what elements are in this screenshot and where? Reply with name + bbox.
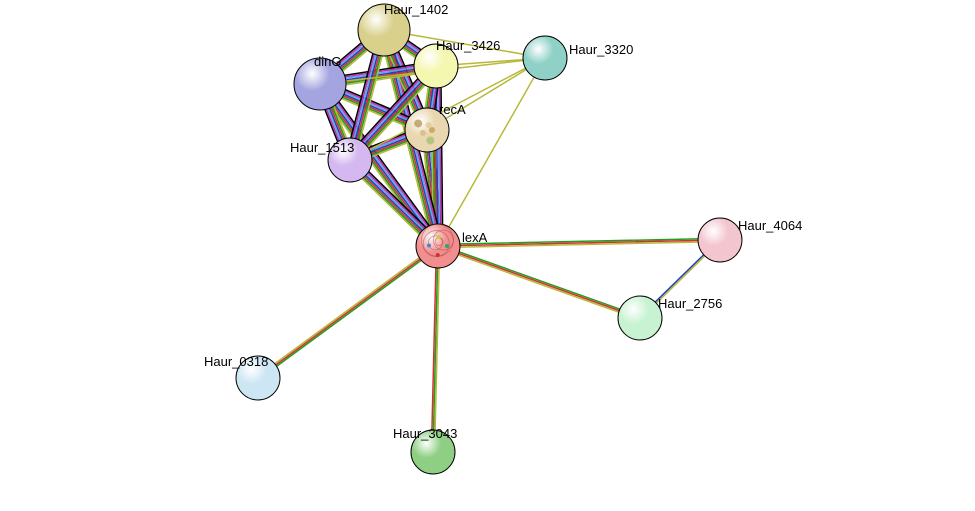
node-Haur_4064[interactable]: [698, 218, 742, 262]
node-recA[interactable]: [405, 108, 449, 152]
node-lexA[interactable]: [416, 224, 460, 268]
nodes-layer: [0, 0, 975, 511]
node-Haur_0318[interactable]: [236, 356, 280, 400]
network-graph: lexArecAHaur_3426Haur_1402Haur_3320dinGH…: [0, 0, 975, 511]
node-Haur_3426[interactable]: [414, 44, 458, 88]
node-Haur_3043[interactable]: [411, 430, 455, 474]
node-Haur_1402[interactable]: [358, 4, 410, 56]
node-Haur_3320[interactable]: [523, 36, 567, 80]
node-Haur_2756[interactable]: [618, 296, 662, 340]
node-Haur_1513[interactable]: [328, 138, 372, 182]
node-dinG[interactable]: [294, 58, 346, 110]
